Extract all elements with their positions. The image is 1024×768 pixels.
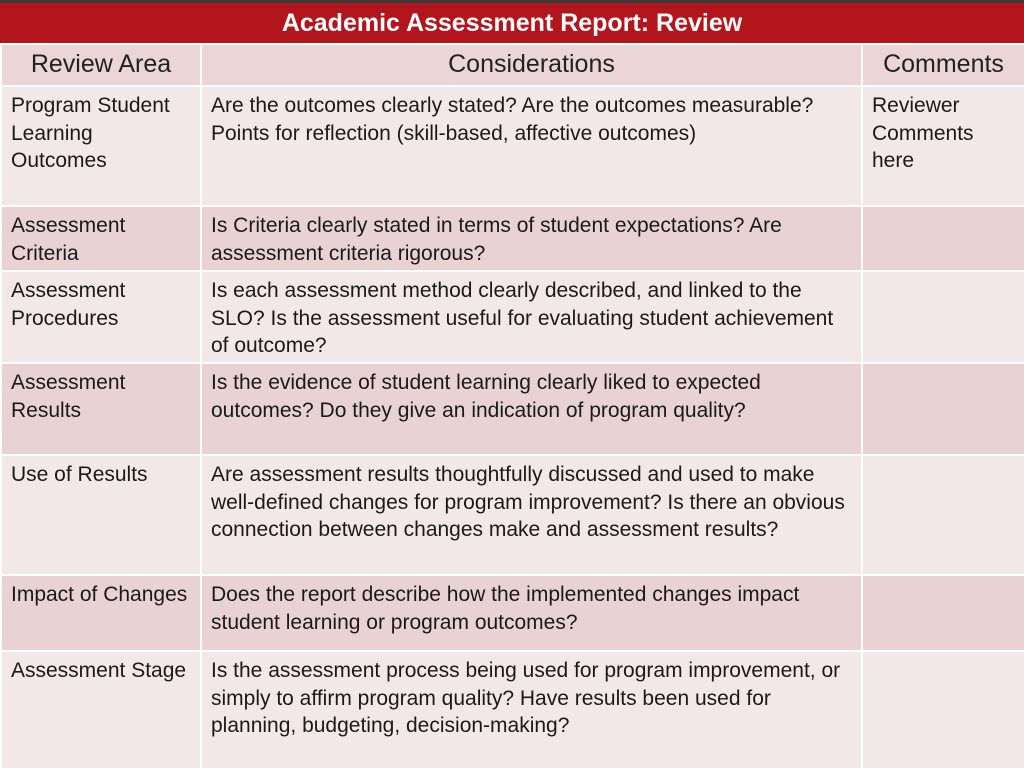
considerations-cell: Does the report describe how the impleme…	[200, 574, 863, 652]
review-area-cell: Assessment Results	[0, 362, 202, 456]
review-area-cell: Use of Results	[0, 454, 202, 576]
comments-cell[interactable]: Reviewer Comments here	[861, 85, 1024, 207]
review-area-cell: Assessment Stage	[0, 650, 202, 768]
header-row: Review Area Considerations Comments	[0, 43, 1024, 87]
table-row: Assessment Criteria Is Criteria clearly …	[0, 205, 1024, 272]
review-area-cell: Assessment Procedures	[0, 270, 202, 364]
column-header-review-area: Review Area	[0, 43, 202, 87]
table-row: Assessment Results Is the evidence of st…	[0, 362, 1024, 456]
considerations-cell: Is the evidence of student learning clea…	[200, 362, 863, 456]
comments-cell[interactable]	[861, 270, 1024, 364]
considerations-cell: Is each assessment method clearly descri…	[200, 270, 863, 364]
table-row: Assessment Stage Is the assessment proce…	[0, 650, 1024, 768]
considerations-line: Points for reflection (skill-based, affe…	[211, 121, 697, 145]
title-bar: Academic Assessment Report: Review	[0, 3, 1024, 43]
review-area-cell: Assessment Criteria	[0, 205, 202, 272]
table-row: Impact of Changes Does the report descri…	[0, 574, 1024, 652]
considerations-cell: Are assessment results thoughtfully disc…	[200, 454, 863, 576]
comments-cell[interactable]	[861, 454, 1024, 576]
slide-title: Academic Assessment Report: Review	[281, 9, 743, 37]
column-header-comments: Comments	[861, 43, 1024, 87]
assessment-review-table: Review Area Considerations Comments Prog…	[0, 43, 1024, 768]
column-header-considerations: Considerations	[200, 43, 863, 87]
considerations-cell: Is the assessment process being used for…	[200, 650, 863, 768]
comments-cell[interactable]	[861, 362, 1024, 456]
comments-cell[interactable]	[861, 650, 1024, 768]
table-row: Program Student Learning Outcomes Are th…	[0, 85, 1024, 207]
top-edge-line	[0, 0, 1024, 3]
table-row: Assessment Procedures Is each assessment…	[0, 270, 1024, 364]
considerations-line: Are the outcomes clearly stated? Are the…	[211, 94, 814, 117]
table-row: Use of Results Are assessment results th…	[0, 454, 1024, 576]
review-area-cell: Impact of Changes	[0, 574, 202, 652]
considerations-cell: Is Criteria clearly stated in terms of s…	[200, 205, 863, 272]
comments-cell[interactable]	[861, 205, 1024, 272]
review-area-cell: Program Student Learning Outcomes	[0, 85, 202, 207]
comments-cell[interactable]	[861, 574, 1024, 652]
considerations-cell: Are the outcomes clearly stated? Are the…	[200, 85, 863, 207]
